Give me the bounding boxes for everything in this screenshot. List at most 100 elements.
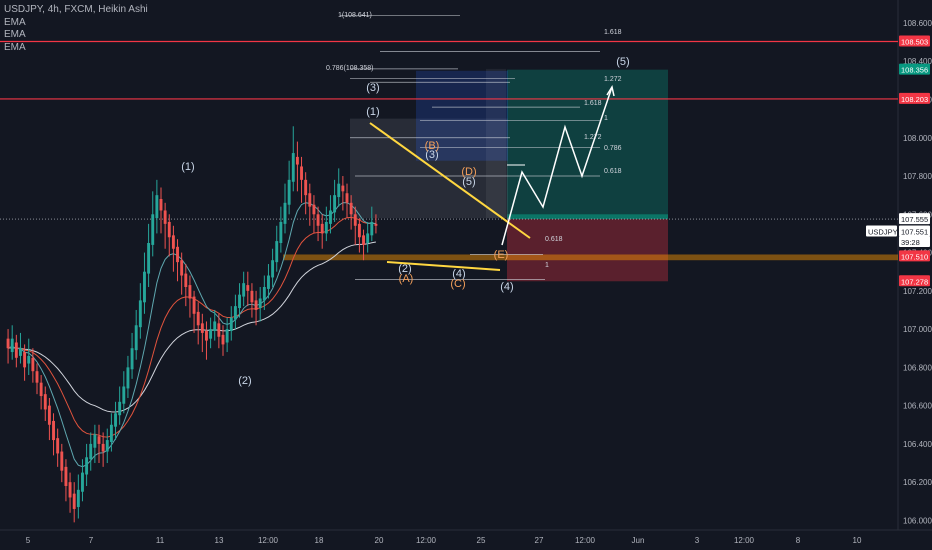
x-tick-label: 20: [375, 536, 384, 545]
wave-label-orange: (C): [450, 278, 465, 290]
price-tag: [899, 236, 930, 248]
triangle-upper-trendline: [369, 122, 531, 239]
symbol-title[interactable]: USDJPY, 4h, FXCM, Heikin Ashi: [4, 4, 148, 15]
candle-body: [213, 321, 217, 332]
wave-label-orange: (A): [399, 273, 414, 285]
candle-body: [329, 210, 332, 224]
wave-label: (5): [616, 56, 629, 68]
candle-body: [341, 185, 345, 192]
y-tick-label: 106.600: [903, 402, 932, 411]
candle-body: [192, 296, 196, 314]
candle-body: [324, 221, 328, 234]
triangle-lower-trendline: [386, 261, 501, 271]
candle-body: [56, 438, 60, 454]
candle-body: [60, 451, 64, 471]
wave-label-orange: (B): [425, 140, 440, 152]
candle-body: [151, 214, 155, 245]
candle-body: [147, 242, 151, 274]
fib-label: 1.618: [584, 100, 602, 107]
candle-body: [271, 260, 275, 278]
candle-body: [39, 382, 43, 397]
candle-body: [333, 195, 337, 213]
price-tag: [899, 250, 930, 262]
arrow-head-icon: [606, 85, 615, 97]
candle-body: [180, 260, 184, 276]
candle-body: [238, 294, 241, 309]
fib-label: 1.618: [604, 29, 622, 36]
candle-body: [89, 443, 93, 460]
ema-label-2[interactable]: EMA: [4, 29, 26, 40]
candle-body: [105, 440, 109, 452]
candle-body: [221, 334, 225, 345]
candle-body: [81, 472, 84, 492]
candle-body: [97, 436, 101, 444]
price-tag-label: 107.278: [901, 277, 928, 286]
wave-label: (2): [398, 263, 411, 275]
candle-body: [246, 285, 250, 291]
candle-body: [304, 179, 308, 196]
candle-body: [316, 214, 320, 226]
fib-label: 0.618: [604, 168, 622, 175]
y-tick-label: 107.800: [903, 172, 932, 181]
candle-body: [10, 338, 14, 353]
price-tag: [899, 275, 930, 287]
fib-label: 1.272: [584, 134, 602, 141]
x-tick-label: 8: [796, 536, 801, 545]
candle-body: [35, 371, 39, 383]
symbol-tag-label: USDJPY: [868, 228, 898, 237]
ema-label-1[interactable]: EMA: [4, 16, 26, 28]
candle-body: [31, 357, 35, 372]
candle-body: [349, 202, 353, 215]
fib-extension-box: [416, 70, 508, 161]
ema-label-3[interactable]: EMA: [4, 41, 26, 53]
candle-body: [19, 348, 22, 356]
wave-label: (3): [366, 82, 379, 94]
candle-body: [287, 179, 291, 205]
symbol-tag: [866, 225, 897, 237]
y-tick-label: 106.800: [903, 363, 932, 372]
x-tick-label: 13: [215, 536, 224, 545]
candle-body: [184, 273, 188, 288]
candle-body: [312, 204, 316, 215]
candle-body: [320, 223, 324, 234]
x-tick-label: 12:00: [258, 536, 279, 545]
y-tick-label: 108.600: [903, 19, 932, 28]
candle-body: [43, 394, 47, 410]
candle-body: [205, 331, 208, 341]
candle-body: [76, 489, 80, 508]
fib-label: 0.618: [545, 236, 563, 243]
candle-body: [233, 306, 237, 320]
candle-body: [114, 413, 117, 427]
x-tick-label: 12:00: [734, 536, 755, 545]
candle-body: [225, 329, 229, 343]
ema-slow-line: [8, 241, 376, 413]
candle-body: [300, 166, 303, 180]
fib-gap-box: [486, 68, 506, 219]
fib-label: 1: [545, 262, 549, 269]
candle-body: [155, 195, 159, 219]
price-tag-label: 108.203: [901, 95, 928, 104]
candle-body: [126, 367, 130, 389]
candle-body: [171, 235, 175, 249]
candle-body: [93, 434, 97, 448]
candle-body: [275, 241, 279, 263]
y-tick-label: 107.000: [903, 325, 932, 334]
y-tick-label: 108.400: [903, 57, 932, 66]
wave-label-orange: (D): [461, 166, 476, 178]
candle-body: [250, 290, 254, 303]
x-tick-label: 27: [535, 536, 544, 545]
candle-body: [176, 246, 179, 263]
y-tick-label: 106.000: [903, 516, 932, 525]
candle-body: [159, 198, 163, 211]
candle-body: [366, 233, 370, 243]
candle-body: [68, 482, 72, 498]
price-tag: [899, 35, 930, 47]
candle-body: [362, 235, 365, 245]
y-tick-label: 108.000: [903, 134, 932, 143]
wave-label: (3): [425, 149, 438, 161]
support-band: [283, 254, 898, 261]
candle-body: [229, 317, 233, 332]
x-tick-label: 3: [695, 536, 700, 545]
ema-fast-line: [7, 202, 376, 468]
